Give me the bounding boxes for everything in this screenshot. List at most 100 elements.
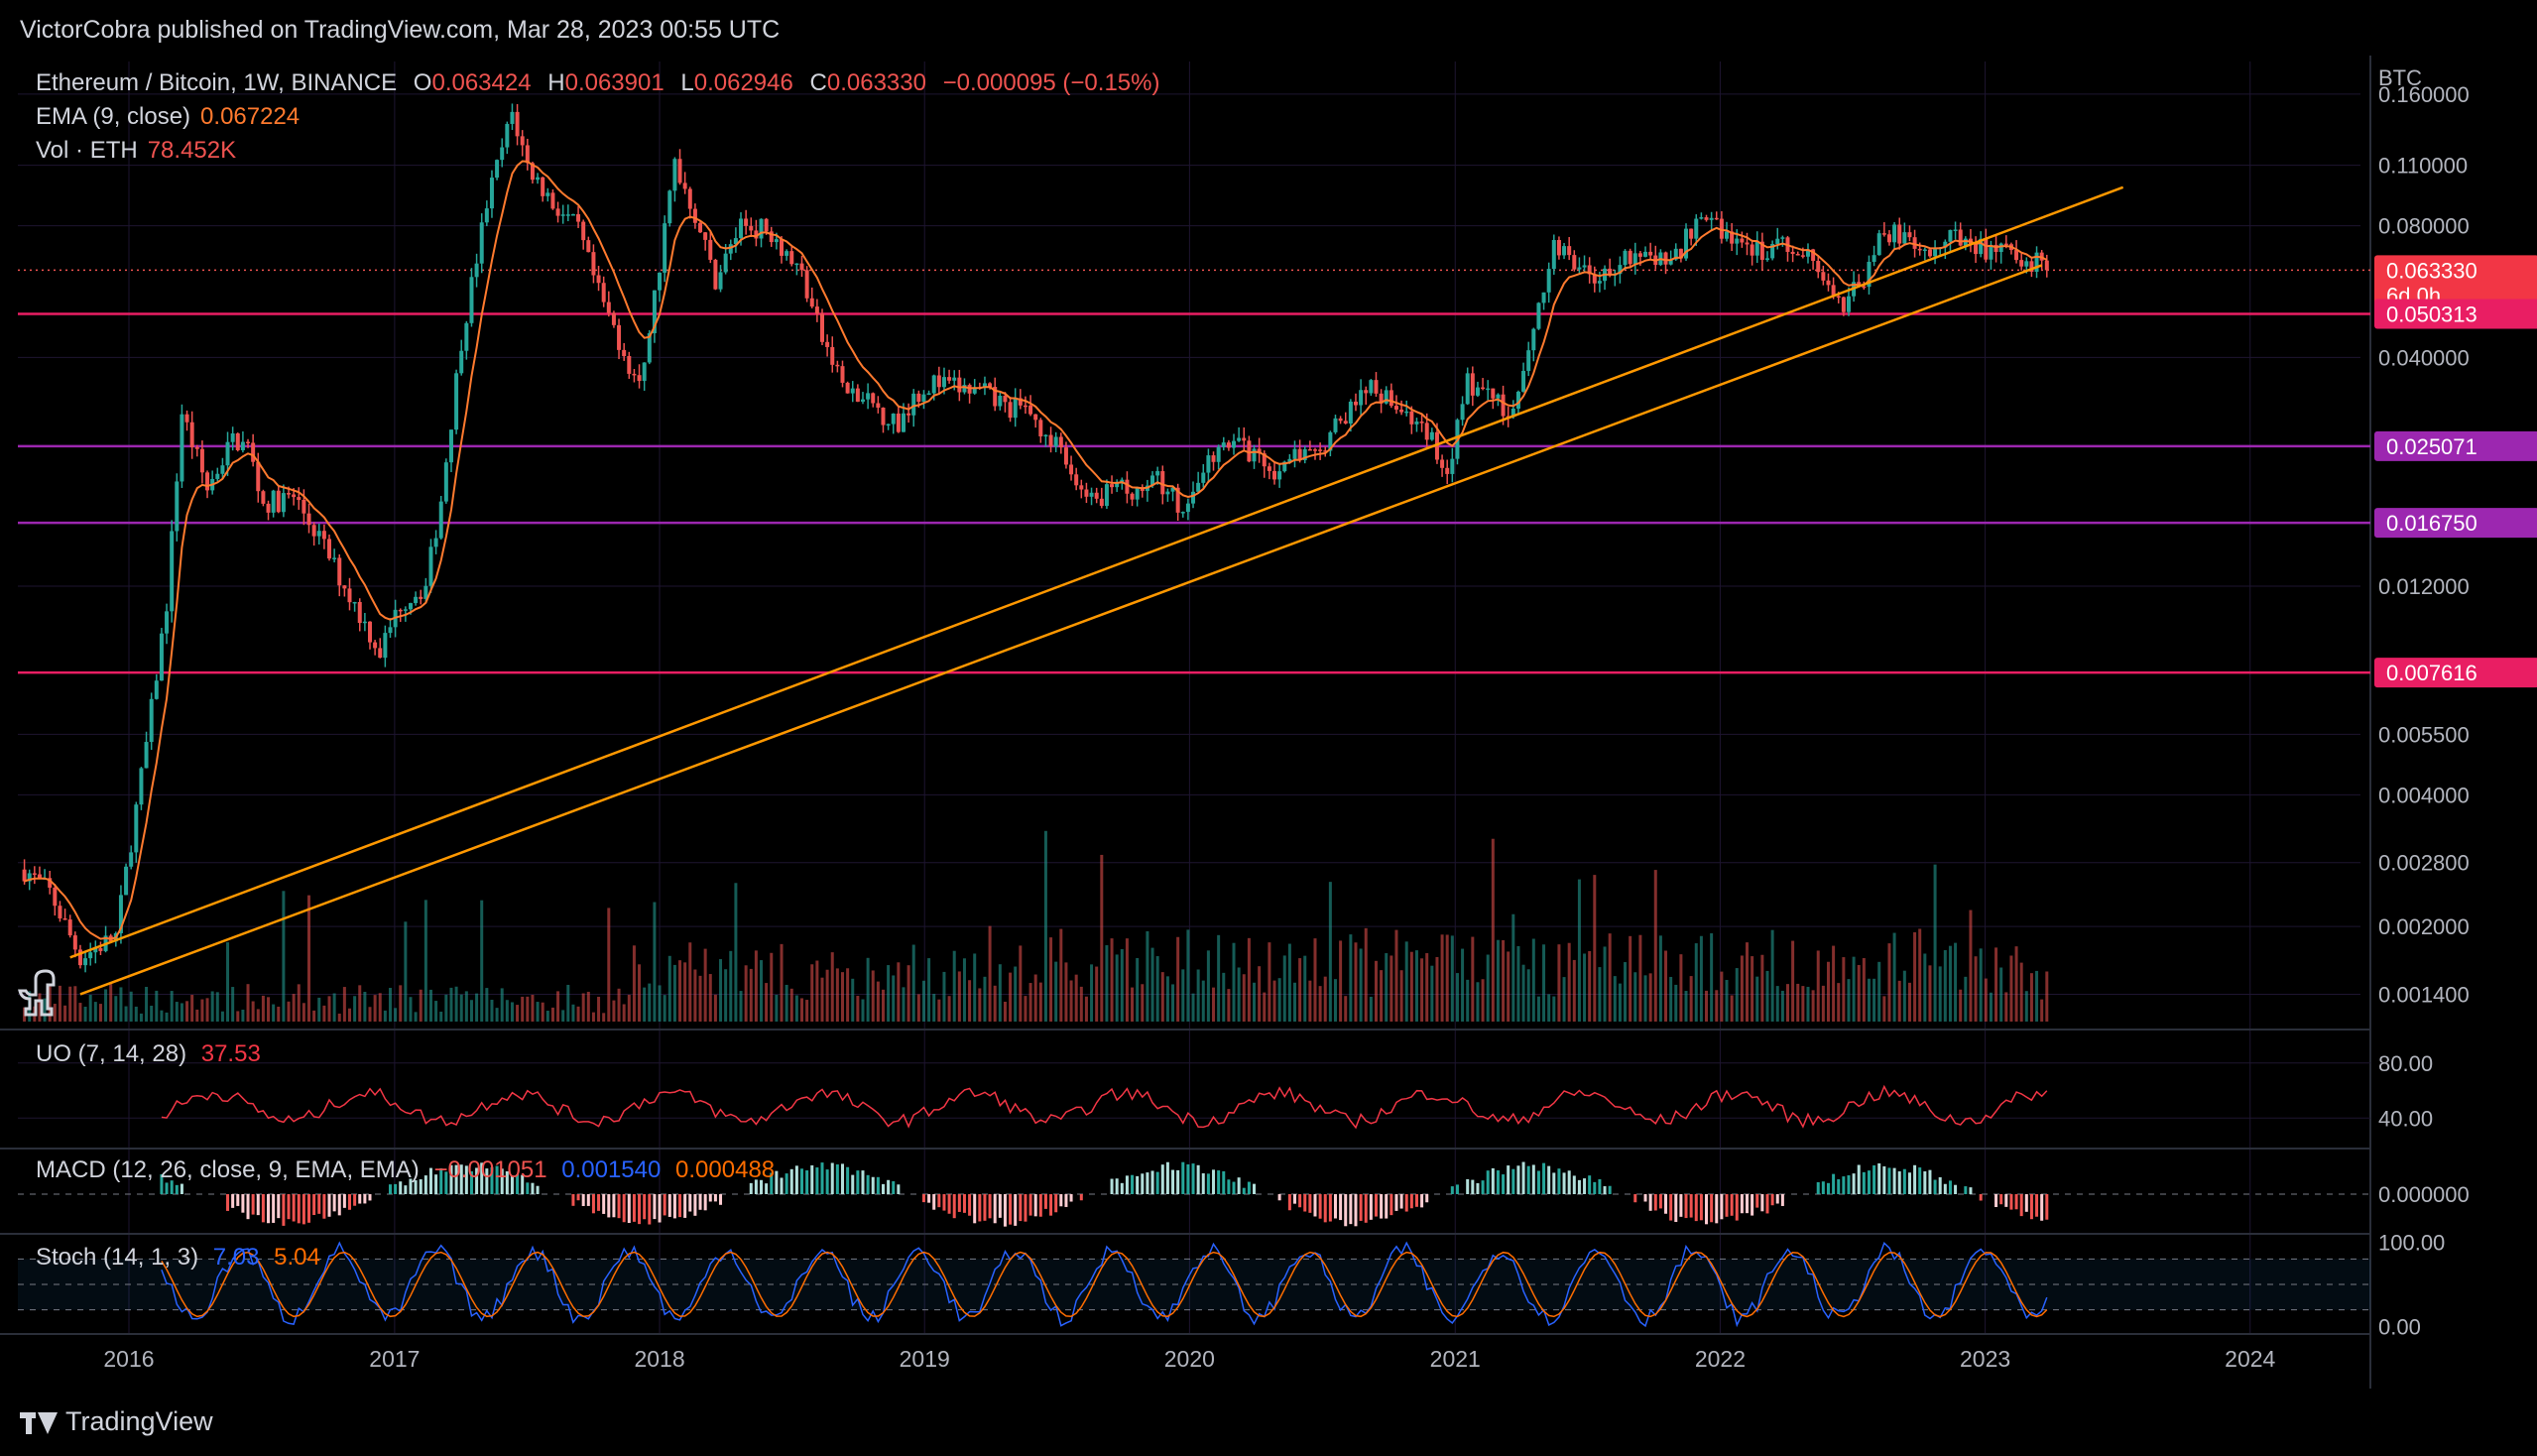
candle-body bbox=[510, 111, 515, 124]
macd-histogram-bar bbox=[170, 1180, 174, 1194]
candle-body bbox=[703, 232, 708, 240]
candle-body bbox=[1836, 296, 1841, 299]
macd-histogram-bar bbox=[1481, 1180, 1485, 1194]
volume-bar bbox=[1069, 980, 1073, 1022]
volume-bar bbox=[744, 965, 748, 1022]
volume-bar bbox=[1349, 934, 1353, 1022]
volume-bar bbox=[1359, 948, 1363, 1022]
macd-histogram-bar bbox=[423, 1175, 427, 1194]
candle-body bbox=[1262, 453, 1267, 467]
candle-body bbox=[769, 231, 774, 243]
volume-bar bbox=[820, 977, 824, 1022]
stoch-legend[interactable]: Stoch (14, 1, 3) 7.03 5.04 bbox=[36, 1244, 320, 1272]
candle-body bbox=[175, 481, 180, 532]
volume-bar bbox=[1003, 1001, 1007, 1022]
candle-body bbox=[1348, 401, 1353, 424]
candle-body bbox=[845, 382, 850, 394]
candle-body bbox=[723, 253, 728, 273]
candle-body bbox=[205, 472, 210, 491]
macd-histogram-bar bbox=[1699, 1194, 1703, 1221]
volume-bar bbox=[48, 986, 52, 1022]
ema-legend[interactable]: EMA (9, close) 0.067224 bbox=[36, 103, 309, 131]
candle-body bbox=[1862, 286, 1867, 289]
candle-body bbox=[941, 377, 946, 388]
volume-bar bbox=[1339, 940, 1343, 1022]
volume-bar bbox=[1521, 964, 1525, 1022]
volume-bar bbox=[526, 996, 530, 1022]
candle-body bbox=[2024, 261, 2029, 267]
volume-bar bbox=[1572, 959, 1576, 1022]
volume-legend[interactable]: Vol · ETH 78.452K bbox=[36, 137, 246, 165]
price-tick-label: 0.001400 bbox=[2378, 982, 2470, 1007]
volume-bar bbox=[337, 1013, 341, 1022]
macd-histogram-bar bbox=[1054, 1194, 1058, 1213]
dinosaur-icon[interactable] bbox=[16, 967, 61, 1019]
volume-bar bbox=[1907, 982, 1911, 1022]
volume-bar bbox=[1638, 934, 1642, 1022]
macd-histogram-bar bbox=[1206, 1173, 1210, 1194]
volume-bar bbox=[1770, 929, 1774, 1022]
volume-bar bbox=[307, 895, 311, 1022]
volume-bar bbox=[1791, 940, 1795, 1022]
candle-body bbox=[306, 513, 311, 526]
symbol-name[interactable]: Ethereum / Bitcoin, 1W, BINANCE bbox=[36, 69, 398, 96]
candle-body bbox=[1267, 466, 1271, 471]
volume-bar bbox=[459, 994, 463, 1022]
macd-histogram-bar bbox=[363, 1194, 367, 1204]
candle-body bbox=[398, 609, 403, 612]
volume-bar bbox=[536, 1002, 540, 1022]
volume-bar bbox=[38, 993, 42, 1022]
volume-bar bbox=[1832, 945, 1836, 1022]
macd-histogram-bar bbox=[256, 1194, 260, 1216]
volume-bar bbox=[591, 1012, 595, 1022]
volume-bar bbox=[846, 968, 850, 1022]
candle-body bbox=[118, 895, 123, 933]
macd-histogram-bar bbox=[1674, 1194, 1678, 1222]
macd-histogram-bar bbox=[1242, 1187, 1246, 1194]
volume-bar bbox=[1511, 913, 1515, 1022]
volume-bar bbox=[698, 975, 702, 1022]
candle-body bbox=[1150, 475, 1155, 486]
volume-bar bbox=[810, 964, 814, 1022]
macd-histogram-bar bbox=[1887, 1167, 1891, 1194]
candle-body bbox=[2044, 260, 2049, 271]
candle-body bbox=[1735, 238, 1740, 244]
macd-histogram-bar bbox=[1954, 1184, 1958, 1194]
candle-body bbox=[77, 949, 82, 966]
macd-histogram-bar bbox=[1323, 1194, 1327, 1223]
macd-histogram-bar bbox=[1486, 1170, 1490, 1194]
macd-histogram-bar bbox=[968, 1194, 972, 1216]
candle-body bbox=[1125, 479, 1130, 494]
stoch-k-value: 7.03 bbox=[212, 1244, 260, 1271]
candle-body bbox=[789, 251, 794, 265]
candle-body bbox=[515, 111, 520, 137]
chart-grid bbox=[0, 56, 2371, 1389]
volume-bar bbox=[409, 997, 413, 1022]
time-tick-label: 2022 bbox=[1695, 1346, 1746, 1372]
candle-body bbox=[1998, 243, 2003, 253]
volume-bar bbox=[358, 985, 362, 1022]
macd-histogram-bar bbox=[1969, 1187, 1973, 1194]
candle-body bbox=[1160, 471, 1165, 495]
volume-bar bbox=[703, 948, 707, 1022]
macd-histogram-bar bbox=[1867, 1170, 1871, 1194]
macd-histogram-bar bbox=[892, 1180, 896, 1194]
volume-bar bbox=[1019, 945, 1023, 1022]
candle-body bbox=[448, 429, 453, 463]
macd-histogram-bar bbox=[947, 1194, 951, 1214]
candle-body bbox=[1404, 411, 1409, 414]
macd-histogram-bar bbox=[820, 1162, 824, 1194]
macd-legend[interactable]: MACD (12, 26, close, 9, EMA, EMA) −0.001… bbox=[36, 1156, 775, 1184]
tradingview-logo[interactable]: TradingView bbox=[20, 1406, 213, 1437]
candle-body bbox=[2003, 243, 2008, 246]
macd-histogram-bar bbox=[1369, 1194, 1373, 1220]
macd-histogram-bar bbox=[226, 1194, 230, 1211]
uo-legend[interactable]: UO (7, 14, 28) 37.53 bbox=[36, 1040, 261, 1068]
macd-histogram-bar bbox=[1643, 1194, 1647, 1202]
candle-body bbox=[718, 272, 723, 290]
candle-body bbox=[139, 768, 144, 805]
candle-body bbox=[1572, 255, 1577, 270]
volume-bar bbox=[521, 996, 525, 1022]
candle-body bbox=[1725, 231, 1730, 239]
candle-body bbox=[1933, 249, 1938, 257]
